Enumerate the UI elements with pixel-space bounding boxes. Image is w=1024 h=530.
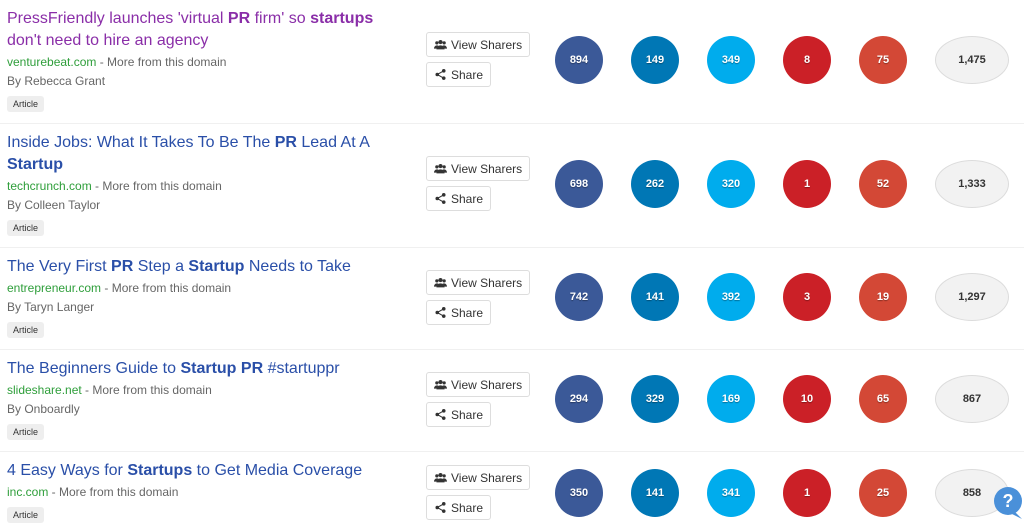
- share-icon: [435, 69, 446, 80]
- article-row: 4 Easy Ways for Startups to Get Media Co…: [0, 452, 1024, 530]
- svg-text:?: ?: [1003, 491, 1014, 511]
- facebook-share-count: 894: [555, 36, 603, 84]
- actions: View Sharers Share: [426, 372, 531, 432]
- twitter-share-count: 349: [707, 36, 755, 84]
- pinterest-share-count: 1: [783, 469, 831, 517]
- share-icon: [435, 307, 446, 318]
- question-icon: ?: [994, 487, 1022, 519]
- total-share-count: 867: [935, 375, 1009, 423]
- total-share-count: 1,297: [935, 273, 1009, 321]
- linkedin-share-count: 262: [631, 160, 679, 208]
- article-row: PressFriendly launches 'virtual PR firm'…: [0, 0, 1024, 124]
- actions: View Sharers Share: [426, 270, 531, 330]
- article-title-link[interactable]: PressFriendly launches 'virtual PR firm'…: [7, 10, 374, 49]
- pinterest-share-count: 1: [783, 160, 831, 208]
- article-row: The Very First PR Step a Startup Needs t…: [0, 248, 1024, 350]
- more-from-domain-link[interactable]: - More from this domain: [91, 179, 222, 193]
- article-info: Inside Jobs: What It Takes To Be The PR …: [7, 132, 407, 236]
- domain-line: techcrunch.com - More from this domain: [7, 177, 407, 195]
- domain-line: entrepreneur.com - More from this domain: [7, 279, 407, 297]
- article-info: The Very First PR Step a Startup Needs t…: [7, 256, 407, 338]
- domain-link[interactable]: venturebeat.com: [7, 55, 97, 69]
- share-icon: [435, 193, 446, 204]
- twitter-share-count: 320: [707, 160, 755, 208]
- users-icon: [434, 163, 447, 174]
- content-type-badge: Article: [7, 507, 45, 523]
- author: By Colleen Taylor: [7, 198, 101, 212]
- content-type-badge: Article: [7, 424, 45, 440]
- domain-line: slideshare.net - More from this domain: [7, 381, 407, 399]
- linkedin-share-count: 141: [631, 273, 679, 321]
- share-button[interactable]: Share: [426, 402, 492, 427]
- total-share-count: 1,333: [935, 160, 1009, 208]
- users-icon: [434, 277, 447, 288]
- pinterest-share-count: 10: [783, 375, 831, 423]
- googleplus-share-count: 65: [859, 375, 907, 423]
- linkedin-share-count: 141: [631, 469, 679, 517]
- view-sharers-button[interactable]: View Sharers: [426, 32, 531, 57]
- domain-link[interactable]: inc.com: [7, 485, 49, 499]
- googleplus-share-count: 75: [859, 36, 907, 84]
- share-button[interactable]: Share: [426, 300, 492, 325]
- share-button[interactable]: Share: [426, 495, 492, 520]
- actions: View Sharers Share: [426, 32, 531, 92]
- content-type-badge: Article: [7, 322, 45, 338]
- domain-link[interactable]: techcrunch.com: [7, 179, 92, 193]
- view-sharers-button[interactable]: View Sharers: [426, 465, 531, 490]
- googleplus-share-count: 52: [859, 160, 907, 208]
- domain-link[interactable]: slideshare.net: [7, 383, 82, 397]
- help-button[interactable]: ?: [992, 486, 1024, 520]
- linkedin-share-count: 329: [631, 375, 679, 423]
- more-from-domain-link[interactable]: - More from this domain: [96, 55, 227, 69]
- actions: View Sharers Share: [426, 465, 531, 525]
- users-icon: [434, 379, 447, 390]
- article-info: PressFriendly launches 'virtual PR firm'…: [7, 8, 407, 112]
- view-sharers-button[interactable]: View Sharers: [426, 372, 531, 397]
- view-sharers-button[interactable]: View Sharers: [426, 156, 531, 181]
- article-title-link[interactable]: The Very First PR Step a Startup Needs t…: [7, 258, 351, 275]
- share-button[interactable]: Share: [426, 186, 492, 211]
- facebook-share-count: 742: [555, 273, 603, 321]
- article-row: The Beginners Guide to Startup PR #start…: [0, 350, 1024, 452]
- linkedin-share-count: 149: [631, 36, 679, 84]
- content-type-badge: Article: [7, 96, 45, 112]
- twitter-share-count: 341: [707, 469, 755, 517]
- view-sharers-button[interactable]: View Sharers: [426, 270, 531, 295]
- facebook-share-count: 350: [555, 469, 603, 517]
- googleplus-share-count: 25: [859, 469, 907, 517]
- more-from-domain-link[interactable]: - More from this domain: [81, 383, 212, 397]
- article-title-link[interactable]: Inside Jobs: What It Takes To Be The PR …: [7, 134, 370, 173]
- pinterest-share-count: 8: [783, 36, 831, 84]
- facebook-share-count: 698: [555, 160, 603, 208]
- article-title-link[interactable]: 4 Easy Ways for Startups to Get Media Co…: [7, 462, 363, 479]
- article-row: Inside Jobs: What It Takes To Be The PR …: [0, 124, 1024, 248]
- article-info: 4 Easy Ways for Startups to Get Media Co…: [7, 460, 407, 523]
- domain-line: inc.com - More from this domain: [7, 483, 407, 501]
- domain-line: venturebeat.com - More from this domain: [7, 53, 407, 71]
- users-icon: [434, 472, 447, 483]
- googleplus-share-count: 19: [859, 273, 907, 321]
- author: By Onboardly: [7, 402, 80, 416]
- share-icon: [435, 502, 446, 513]
- article-info: The Beginners Guide to Startup PR #start…: [7, 358, 407, 440]
- more-from-domain-link[interactable]: - More from this domain: [101, 281, 232, 295]
- more-from-domain-link[interactable]: - More from this domain: [48, 485, 179, 499]
- author: By Rebecca Grant: [7, 74, 106, 88]
- article-title-link[interactable]: The Beginners Guide to Startup PR #start…: [7, 360, 340, 377]
- users-icon: [434, 39, 447, 50]
- content-type-badge: Article: [7, 220, 45, 236]
- share-button[interactable]: Share: [426, 62, 492, 87]
- facebook-share-count: 294: [555, 375, 603, 423]
- total-share-count: 1,475: [935, 36, 1009, 84]
- actions: View Sharers Share: [426, 156, 531, 216]
- author: By Taryn Langer: [7, 300, 95, 314]
- twitter-share-count: 169: [707, 375, 755, 423]
- twitter-share-count: 392: [707, 273, 755, 321]
- pinterest-share-count: 3: [783, 273, 831, 321]
- share-icon: [435, 409, 446, 420]
- domain-link[interactable]: entrepreneur.com: [7, 281, 102, 295]
